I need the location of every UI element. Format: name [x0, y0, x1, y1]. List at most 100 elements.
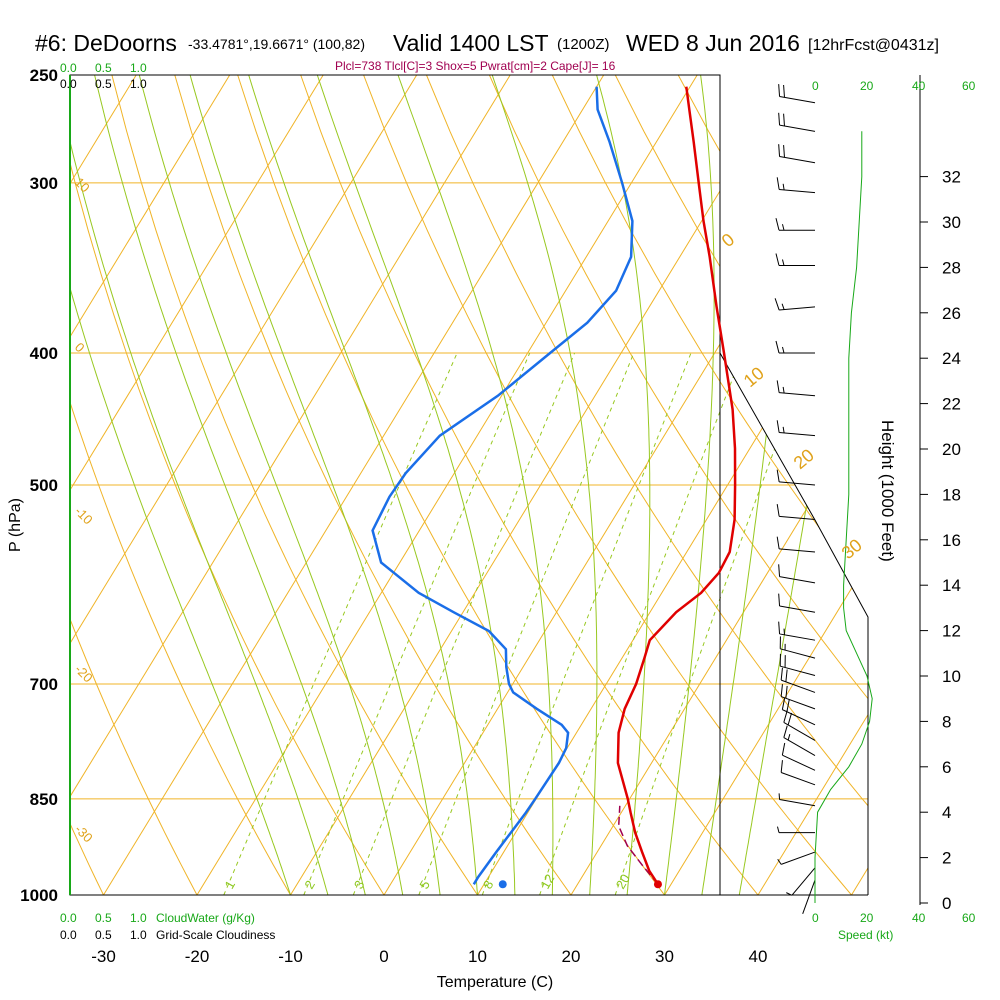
moist-adiabat-10	[248, 75, 478, 895]
height-label-10: 10	[942, 667, 961, 686]
speed-bottom-40: 40	[912, 911, 926, 925]
station-coords: -33.4781°,19.6671° (100,82)	[188, 36, 365, 52]
wind-barb-flag-22-0	[775, 340, 780, 354]
cloud-scale-bottom: 0.0 0.5 1.0 CloudWater (g/Kg) 0.0 0.5 1.…	[60, 911, 275, 942]
speed-top-20: 20	[860, 79, 874, 93]
valid-date: WED 8 Jun 2016	[626, 30, 800, 56]
wind-barb-flag-18-0	[776, 504, 780, 517]
moist-adiabat-22	[491, 75, 598, 895]
speed-top-0: 0	[812, 79, 819, 93]
wind-barb-flag-28-1	[783, 113, 785, 127]
wind-barb-8	[783, 721, 816, 741]
temp-label--30: -30	[91, 947, 116, 966]
pressure-axis-label: P (hPa)	[7, 498, 24, 552]
wind-barb-flag-8-1	[787, 712, 793, 726]
temperature-axis: -30 -20 -10 0 10 20 30 40	[91, 947, 767, 966]
pressure-label-500: 500	[30, 476, 58, 495]
wind-barb-2	[781, 851, 816, 865]
temperature-axis-label: Temperature (C)	[437, 974, 553, 991]
cloud-bottom-black-1: 0.5	[95, 928, 112, 942]
dry-adiabat-80	[551, 75, 868, 895]
speed-bottom-60: 60	[962, 911, 976, 925]
height-label-12: 12	[942, 622, 961, 641]
temp-label-20: 20	[562, 947, 581, 966]
height-label-28: 28	[942, 258, 961, 277]
surface-dewpoint-dot	[498, 880, 507, 889]
wind-barb-flag-6-0	[781, 742, 786, 756]
wind-barb-flag-7-0	[783, 725, 788, 738]
wind-barb-0	[802, 879, 816, 915]
wind-barb-flag-24-0	[775, 253, 780, 266]
zulu-time: (1200Z)	[557, 36, 610, 53]
wind-barb-23	[779, 306, 816, 311]
height-label-18: 18	[942, 485, 961, 504]
theta-label-1: 10	[740, 363, 768, 391]
height-label-2: 2	[942, 849, 951, 868]
wind-barb-15	[779, 605, 816, 613]
moist-adiabat-6	[189, 75, 441, 895]
wind-barb-flag-10-1	[785, 685, 788, 699]
wind-barb-21	[779, 392, 816, 397]
plot-frame-extension	[719, 352, 869, 895]
wind-barb-16	[779, 576, 816, 584]
cloud-bottom-green-1: 0.5	[95, 911, 112, 925]
wind-barb-flag-23-0	[774, 298, 780, 311]
wind-barb-5	[781, 772, 816, 786]
speed-line	[814, 131, 873, 903]
parcel-line	[617, 805, 659, 885]
dry-adiabat-50	[363, 75, 852, 895]
isotherm-label-0: 10	[72, 175, 93, 196]
cloud-top-green-0: 0.0	[60, 61, 77, 75]
pressure-label-400: 400	[30, 344, 58, 363]
temp-label-10: 10	[468, 947, 487, 966]
dry-adiabat-40	[300, 75, 759, 895]
isotherm--70	[70, 75, 231, 895]
cloud-bottom-black-2: 1.0	[130, 928, 147, 942]
wind-barb-flag-21-0	[776, 380, 780, 393]
cloud-top-green-2: 1.0	[130, 61, 147, 75]
isotherm--30	[103, 75, 605, 895]
wind-barb-half-25	[782, 224, 785, 231]
height-label-16: 16	[942, 531, 961, 550]
isotherm--40	[70, 75, 511, 895]
height-label-20: 20	[942, 440, 961, 459]
height-label-30: 30	[942, 213, 961, 232]
pressure-label-1000: 1000	[20, 886, 58, 905]
height-label-6: 6	[942, 758, 951, 777]
wind-barb-flag-16-0	[778, 564, 781, 577]
wind-barb-10	[781, 696, 816, 710]
wind-barb-13	[780, 648, 816, 659]
moist-adiabat-18	[397, 75, 554, 895]
wind-barb-flag-29-1	[783, 84, 785, 98]
dry-adiabat--20	[70, 75, 198, 895]
dry-adiabat-70	[488, 75, 868, 895]
speed-bottom-20: 20	[860, 911, 874, 925]
dry-adiabat-60	[426, 75, 868, 895]
dry-adiabat-10	[111, 75, 478, 895]
wind-barbs	[774, 84, 816, 915]
moist-adiabat--2	[94, 75, 366, 895]
cloud-top-green-1: 0.5	[95, 61, 112, 75]
wind-barb-half-23	[781, 303, 785, 310]
speed-scale: 0 20 40 60 0 20 40 60 Speed (kt)	[812, 79, 976, 942]
isotherm-40	[757, 75, 868, 895]
dry-adiabat-0	[70, 75, 385, 895]
sounding-indices: Plcl=738 Tlcl[C]=3 Shox=5 Pwrat[cm]=2 Ca…	[335, 59, 616, 73]
wind-barb-flag-17-0	[776, 536, 780, 549]
temp-label-30: 30	[655, 947, 674, 966]
mixing-ratio-1	[223, 352, 458, 895]
isotherm-label-4: -30	[72, 822, 96, 846]
theta-label-2: 20	[790, 445, 818, 473]
isotherm--20	[196, 75, 698, 895]
wind-barb-flag-27-0	[778, 144, 781, 157]
wind-barb-half-1	[786, 892, 793, 896]
isotherm-label-3: -20	[72, 662, 96, 686]
pressure-axis: 250 300 400 500 700 850 1000	[20, 66, 58, 905]
wind-barb-flag-9-0	[781, 697, 786, 710]
wind-barb-19	[779, 481, 816, 486]
theta-label-3: 30	[838, 535, 866, 563]
wind-barb-half-20	[782, 426, 785, 434]
forecast-info: [12hrFcst@0431z]	[808, 37, 939, 54]
